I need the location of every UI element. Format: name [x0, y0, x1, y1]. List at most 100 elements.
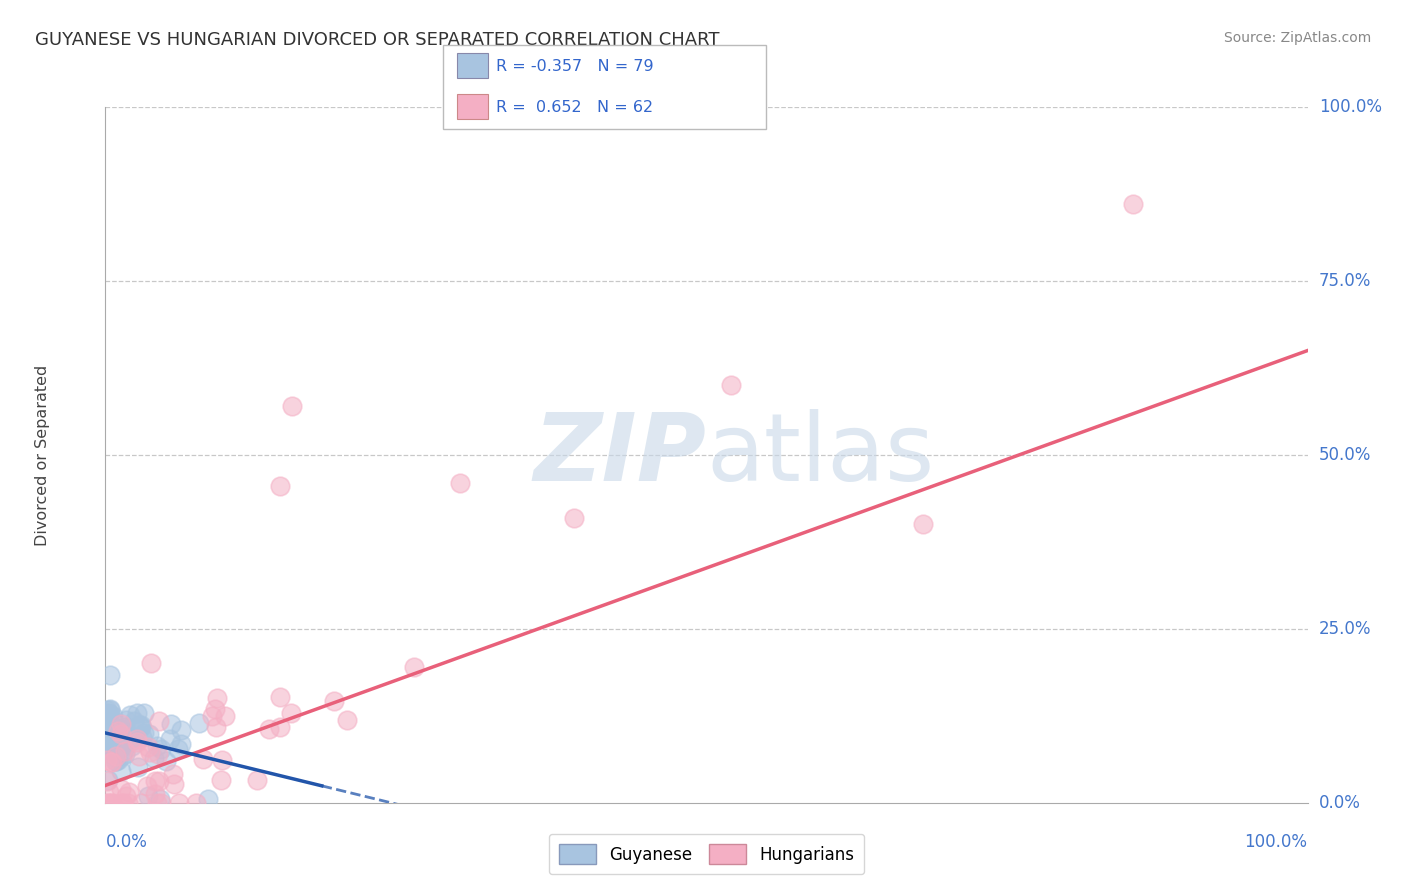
- Point: [96, 740, 118, 755]
- Point: [136, 779, 159, 793]
- Point: [170, 738, 193, 752]
- Point: [96, 702, 118, 716]
- Point: [96, 733, 118, 747]
- Point: [139, 657, 162, 671]
- Point: [98, 706, 121, 721]
- Text: Source: ZipAtlas.com: Source: ZipAtlas.com: [1223, 31, 1371, 45]
- Point: [103, 723, 125, 738]
- Point: [257, 722, 280, 736]
- Point: [129, 718, 152, 732]
- Point: [322, 694, 344, 708]
- Point: [159, 716, 181, 731]
- Point: [114, 744, 136, 758]
- Point: [97, 796, 120, 810]
- Text: R = -0.357   N = 79: R = -0.357 N = 79: [496, 60, 654, 74]
- Point: [96, 738, 118, 752]
- Point: [96, 754, 118, 768]
- Point: [100, 755, 122, 769]
- Point: [211, 753, 233, 767]
- Point: [149, 796, 172, 810]
- Point: [138, 727, 160, 741]
- Point: [110, 723, 132, 737]
- Point: [114, 789, 136, 803]
- Point: [143, 750, 166, 764]
- Point: [111, 745, 134, 759]
- Point: [188, 715, 211, 730]
- Point: [120, 707, 142, 722]
- Point: [269, 690, 291, 704]
- Point: [101, 714, 124, 728]
- Point: [114, 724, 136, 739]
- Point: [186, 796, 208, 810]
- Point: [101, 737, 124, 751]
- Point: [114, 720, 136, 734]
- Point: [163, 776, 186, 790]
- Point: [122, 714, 145, 729]
- Point: [197, 792, 219, 806]
- Point: [146, 796, 169, 810]
- Point: [110, 727, 132, 741]
- Point: [100, 721, 122, 735]
- Point: [101, 719, 124, 733]
- Point: [110, 781, 132, 796]
- Point: [96, 741, 118, 756]
- Point: [101, 709, 124, 723]
- Point: [146, 747, 169, 761]
- Point: [127, 760, 149, 774]
- Point: [112, 796, 135, 810]
- Point: [1122, 197, 1144, 211]
- Point: [128, 718, 150, 732]
- Text: Divorced or Separated: Divorced or Separated: [35, 364, 51, 546]
- Point: [122, 733, 145, 747]
- Point: [162, 767, 184, 781]
- Point: [101, 796, 124, 810]
- Text: 25.0%: 25.0%: [1319, 620, 1371, 638]
- Point: [205, 720, 228, 734]
- Point: [129, 796, 152, 810]
- Point: [125, 735, 148, 749]
- Point: [98, 727, 121, 741]
- Point: [118, 732, 141, 747]
- Text: 100.0%: 100.0%: [1244, 833, 1308, 851]
- Point: [97, 726, 120, 740]
- Text: 0.0%: 0.0%: [105, 833, 148, 851]
- Point: [167, 796, 190, 810]
- Point: [107, 742, 129, 756]
- Point: [107, 724, 129, 739]
- Point: [167, 742, 190, 756]
- Point: [98, 722, 121, 736]
- Point: [104, 728, 127, 742]
- Point: [404, 660, 426, 674]
- Point: [148, 774, 170, 789]
- Legend: Guyanese, Hungarians: Guyanese, Hungarians: [550, 834, 863, 874]
- Point: [111, 796, 134, 810]
- Text: 0.0%: 0.0%: [1319, 794, 1361, 812]
- Point: [143, 774, 166, 789]
- Point: [103, 734, 125, 748]
- Point: [104, 754, 127, 768]
- Point: [146, 739, 169, 753]
- Point: [96, 712, 118, 726]
- Point: [98, 702, 121, 716]
- Point: [118, 784, 141, 798]
- Text: atlas: atlas: [707, 409, 935, 501]
- Point: [129, 720, 152, 734]
- Point: [148, 792, 170, 806]
- Text: 50.0%: 50.0%: [1319, 446, 1371, 464]
- Text: 75.0%: 75.0%: [1319, 272, 1371, 290]
- Point: [246, 772, 269, 787]
- Point: [209, 772, 232, 787]
- Point: [98, 668, 121, 682]
- Point: [114, 736, 136, 750]
- Point: [111, 748, 134, 763]
- Point: [110, 717, 132, 731]
- Point: [98, 731, 121, 745]
- Point: [101, 796, 124, 810]
- Point: [136, 789, 159, 803]
- Point: [449, 475, 471, 490]
- Point: [131, 730, 153, 744]
- Point: [148, 714, 170, 728]
- Point: [149, 741, 172, 756]
- Point: [117, 796, 139, 810]
- Point: [101, 734, 124, 748]
